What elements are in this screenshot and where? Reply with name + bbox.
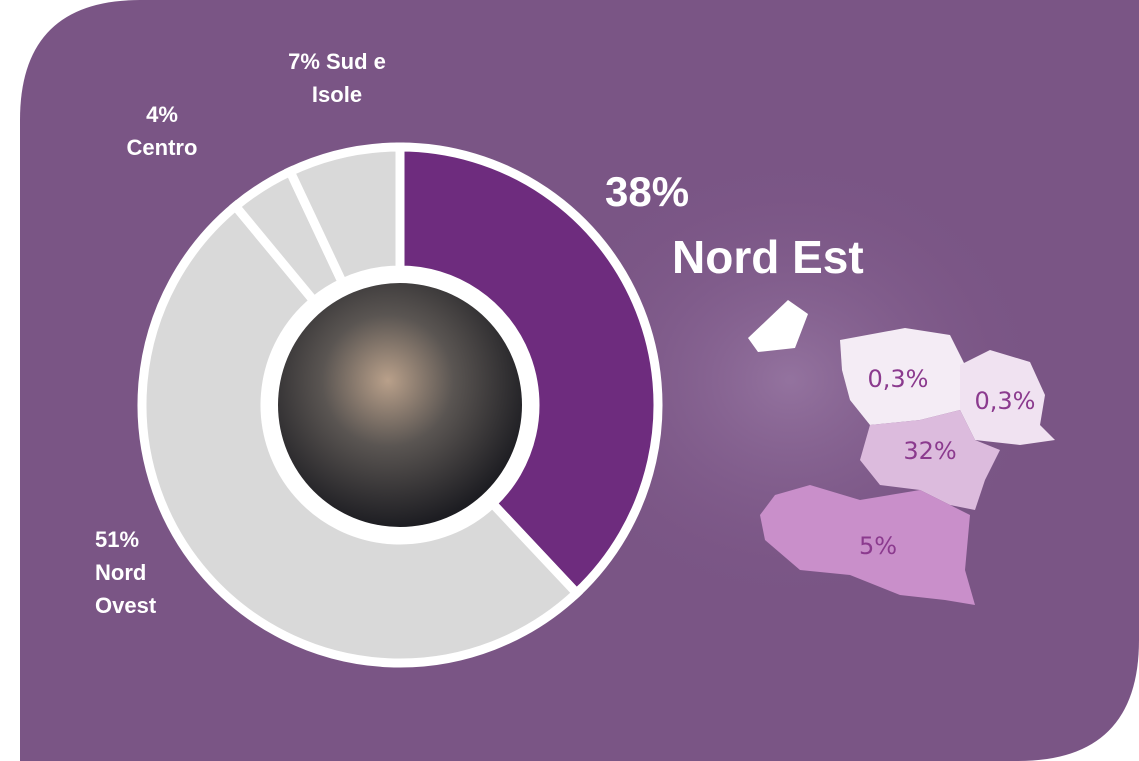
center-photo [278,283,522,527]
segment-label: 51% Nord Ovest [95,523,175,622]
region-label: 0,3% [868,365,929,393]
value-label: 51% [95,527,140,552]
region-label: 32% [903,437,956,465]
pointer [748,300,808,352]
region-map: 0,3% 0,3% 32% 5% [760,328,1055,605]
category-label: Sud e Isole [311,49,386,107]
region [840,328,965,425]
segment-label: 7% Sud e Isole [272,45,402,111]
value-label: 38% [605,168,690,215]
value-label: 7% [288,49,320,74]
region-label: 0,3% [975,387,1036,415]
region [960,350,1055,445]
region-label: 5% [859,532,897,560]
category-label: Nord Ovest [95,560,157,618]
segment-label: 4% Centro [112,98,212,164]
value-label: 4% [146,102,178,127]
category-label: Centro [126,135,198,160]
region [860,410,1000,510]
region [760,485,975,605]
category-label: Nord Est [672,231,864,283]
